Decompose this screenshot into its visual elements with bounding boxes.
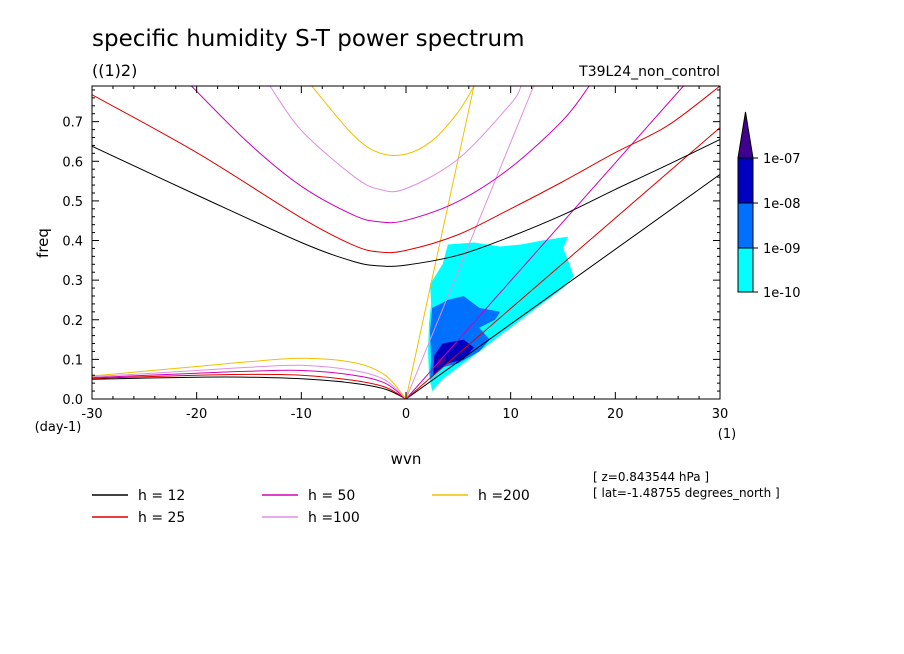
- chart-subtitle: ((1)2): [92, 61, 137, 80]
- run-label: T39L24_non_control: [578, 64, 720, 80]
- x-tick-label: 0: [402, 407, 410, 422]
- rossby-curve-3: [92, 364, 407, 399]
- legend-label-4: h =200: [478, 488, 530, 504]
- colorbar-box-1e-10: [737, 247, 754, 293]
- colorbar-box-1e-08: [737, 157, 754, 204]
- gravity-wave-curve-1: [92, 86, 720, 254]
- y-axis-label: freq: [34, 228, 52, 258]
- rossby-curve-0: [92, 376, 407, 399]
- y-tick-label: 0.3: [62, 274, 83, 289]
- power-shading: [428, 236, 574, 392]
- x-axis-label: wvn: [391, 450, 422, 468]
- legend-label-3: h =100: [308, 510, 360, 526]
- gravity-wave-curve-0: [92, 139, 720, 267]
- level-annotation: [ z=0.843544 hPa ]: [593, 470, 709, 484]
- x-tick-label: 10: [502, 407, 519, 422]
- y-tick-label: 0.2: [62, 314, 83, 329]
- colorbar-box-1e-09: [737, 202, 754, 249]
- chart-title: specific humidity S-T power spectrum: [92, 26, 524, 52]
- kelvin-curve-3: [405, 86, 535, 399]
- kelvin-curve-1: [405, 127, 720, 399]
- colorbar-label: 1e-07: [763, 152, 801, 167]
- legend-label-2: h = 50: [308, 488, 355, 504]
- shading-region-3: [436, 355, 446, 370]
- colorbar-label: 1e-10: [763, 286, 801, 301]
- x-tick-label: -10: [291, 407, 312, 422]
- kelvin-curve-0: [405, 173, 720, 399]
- x-tick-label: 30: [712, 407, 729, 422]
- gravity-wave-curve-3: [269, 86, 522, 193]
- y-tick-label: 0.5: [62, 195, 83, 210]
- gravity-wave-curve-2: [191, 86, 590, 224]
- colorbar-top-triangle: [737, 111, 754, 159]
- x-tick-label: 20: [607, 407, 624, 422]
- y-tick-label: 0.7: [62, 116, 83, 131]
- y-tick-label: 0.4: [62, 235, 83, 250]
- y-tick-label: 0.6: [62, 155, 83, 170]
- rossby-curve-1: [92, 373, 407, 399]
- legend: h = 12 h = 25 h = 50 h =100 h =200: [92, 488, 530, 526]
- legend-label-0: h = 12: [138, 488, 185, 504]
- latitude-annotation: [ lat=-1.48755 degrees_north ]: [593, 486, 780, 500]
- y-tick-label: 0.1: [62, 353, 83, 368]
- x-tick-label: -20: [186, 407, 207, 422]
- kelvin-curve-4: [405, 86, 475, 399]
- rossby-curve-2: [92, 369, 407, 399]
- y-unit-label: (day-1): [35, 420, 82, 435]
- axes: -30 -20 -10 0 10 20 30 0.0 0.1 0.2 0.3 0.4 0.5 0.6 0.7: [62, 86, 728, 422]
- colorbar-label: 1e-08: [763, 197, 801, 212]
- x-unit-label: (1): [718, 427, 736, 442]
- colorbar: 1e-10 1e-09 1e-08 1e-07: [737, 111, 801, 301]
- x-tick-label: -30: [81, 407, 102, 422]
- dispersion-curves: [92, 86, 720, 399]
- legend-label-1: h = 25: [138, 510, 185, 526]
- y-tick-label: 0.0: [62, 393, 83, 408]
- gravity-wave-curve-4: [311, 86, 475, 156]
- kelvin-curve-2: [405, 86, 684, 399]
- colorbar-label: 1e-09: [763, 242, 801, 257]
- rossby-curve-4: [92, 357, 407, 399]
